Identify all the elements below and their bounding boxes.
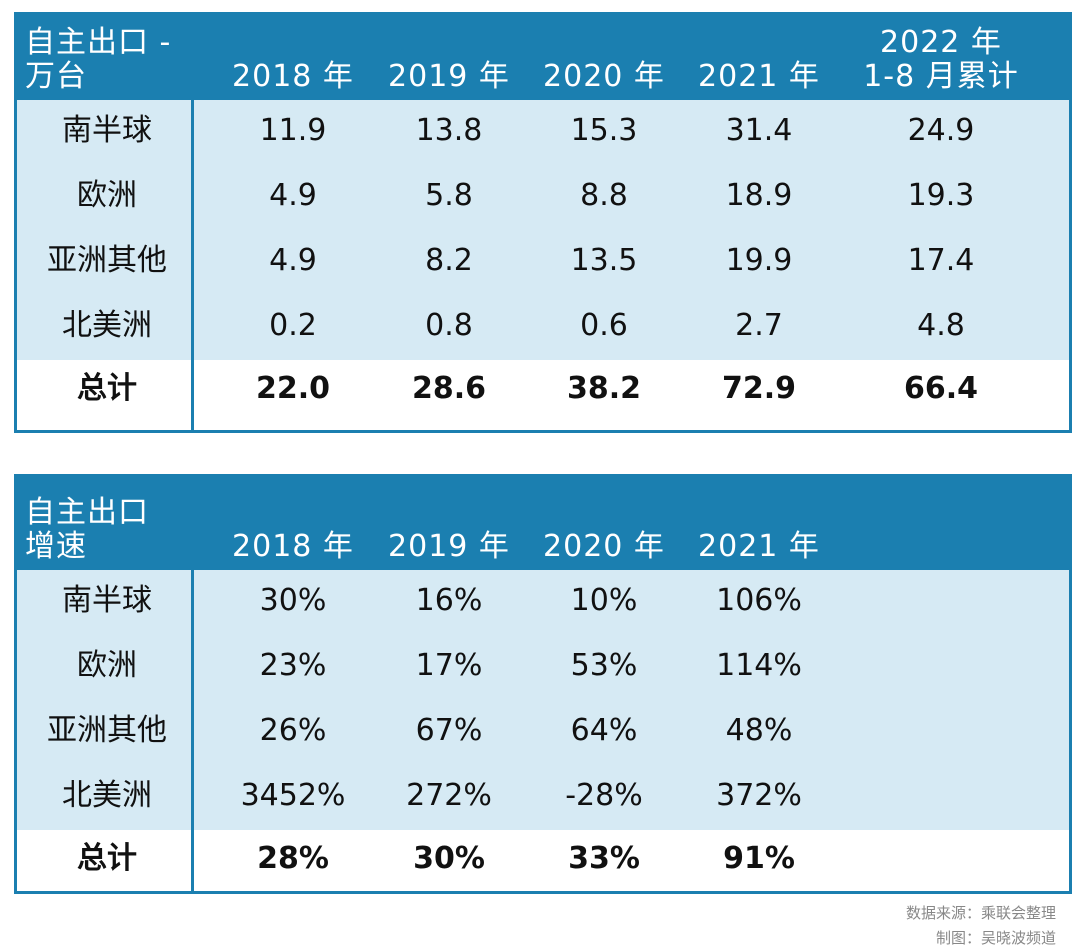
header-line: 2019 年	[388, 59, 510, 94]
row-label: 南半球	[62, 113, 152, 148]
cell-value: 0.8	[425, 308, 473, 343]
table: 自主出口 - 万台 2018 年 2019 年 2020 年 2021 年 2022 年 1-…	[14, 12, 1072, 433]
header-cell: 2018 年	[203, 60, 383, 94]
header-line: 2020 年	[543, 59, 665, 94]
cell-value: 24.9	[907, 113, 975, 148]
cell-value: 18.9	[725, 178, 793, 213]
cell-value: 19.9	[725, 243, 793, 278]
cell-value: 17%	[415, 648, 483, 683]
cell-value: 30%	[413, 841, 485, 876]
cell-value: 13.5	[570, 243, 638, 278]
cell-value: 17.4	[907, 243, 975, 278]
cell-value: 272%	[406, 778, 492, 813]
cell-value: 23%	[259, 648, 327, 683]
cell-value: 11.9	[259, 113, 327, 148]
header-cell: 2020 年	[514, 530, 694, 564]
header-cell: 2022 年 1-8 月累计	[851, 26, 1031, 94]
table: 自主出口 增速 2018 年 2019 年 2020 年 2021 年南半球 30% 16% 1…	[14, 474, 1072, 894]
row-label: 北美洲	[62, 778, 152, 813]
row-label: 欧洲	[77, 178, 137, 213]
cell-value: 22.0	[255, 371, 331, 406]
header-line: 自主出口 -	[25, 25, 172, 60]
cell-value: 72.9	[721, 371, 797, 406]
header-line: 2020 年	[543, 529, 665, 564]
header-line: 自主出口	[25, 495, 149, 530]
credit-note: 制图：吴晓波频道	[935, 929, 1056, 947]
header-line: 2022 年	[880, 25, 1002, 60]
cell-value: 19.3	[907, 178, 975, 213]
cell-value: 91%	[723, 841, 795, 876]
header-line: 2019 年	[388, 529, 510, 564]
cell-value: 10%	[570, 583, 638, 618]
header-cell: 2018 年	[203, 530, 383, 564]
cell-value: 4.9	[269, 178, 317, 213]
row-label: 北美洲	[62, 308, 152, 343]
cell-value: 48%	[725, 713, 793, 748]
header-cell: 自主出口 - 万台	[25, 26, 171, 94]
cell-value: 3452%	[240, 778, 346, 813]
cell-value: 53%	[570, 648, 638, 683]
cell-value: 26%	[259, 713, 327, 748]
cell-value: 30%	[259, 583, 327, 618]
cell-value: 8.2	[425, 243, 473, 278]
cell-value: 0.6	[580, 308, 628, 343]
column-divider	[191, 570, 194, 891]
header-line: 2021 年	[698, 529, 820, 564]
cell-value: 4.8	[917, 308, 965, 343]
header-cell: 2021 年	[669, 60, 849, 94]
cell-value: 8.8	[580, 178, 628, 213]
header-band	[17, 15, 1069, 100]
header-cell: 2021 年	[669, 530, 849, 564]
cell-value: 0.2	[269, 308, 317, 343]
cell-value: 114%	[716, 648, 802, 683]
cell-value: 31.4	[725, 113, 793, 148]
cell-value: 64%	[570, 713, 638, 748]
cell-value: 66.4	[903, 371, 979, 406]
cell-value: 5.8	[425, 178, 473, 213]
header-line: 2018 年	[232, 59, 354, 94]
header-line: 1-8 月累计	[863, 59, 1019, 94]
cell-value: 15.3	[570, 113, 638, 148]
cell-value: 28.6	[411, 371, 487, 406]
header-line: 增速	[25, 529, 87, 564]
cell-value: 16%	[415, 583, 483, 618]
cell-value: 38.2	[566, 371, 642, 406]
row-label: 欧洲	[77, 648, 137, 683]
cell-value: 372%	[716, 778, 802, 813]
row-label: 亚洲其他	[47, 713, 167, 748]
cell-value: 106%	[716, 583, 802, 618]
column-divider	[191, 100, 194, 430]
cell-value: 33%	[568, 841, 640, 876]
row-label: 亚洲其他	[47, 243, 167, 278]
row-label: 总计	[77, 371, 137, 406]
source-note: 数据来源：乘联会整理	[905, 904, 1056, 922]
row-label: 总计	[77, 841, 137, 876]
header-band	[17, 477, 1069, 570]
header-line: 2018 年	[232, 529, 354, 564]
cell-value: 13.8	[415, 113, 483, 148]
header-line: 万台	[25, 59, 87, 94]
cell-value: 2.7	[735, 308, 783, 343]
cell-value: -28%	[565, 778, 643, 813]
header-cell: 2019 年	[359, 530, 539, 564]
header-cell: 2019 年	[359, 60, 539, 94]
header-cell: 自主出口 增速	[25, 496, 149, 564]
row-label: 南半球	[62, 583, 152, 618]
cell-value: 4.9	[269, 243, 317, 278]
header-cell: 2020 年	[514, 60, 694, 94]
cell-value: 28%	[257, 841, 329, 876]
cell-value: 67%	[415, 713, 483, 748]
header-line: 2021 年	[698, 59, 820, 94]
